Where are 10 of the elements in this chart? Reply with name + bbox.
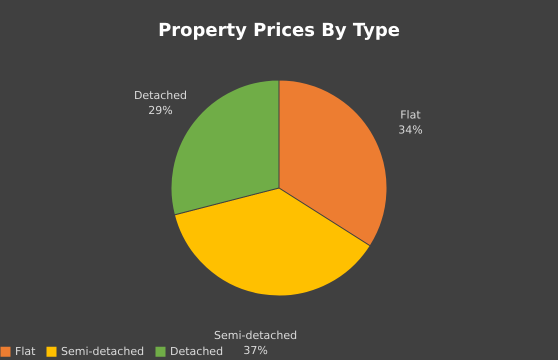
data-label: 37% xyxy=(243,344,268,358)
slice-label: Flat xyxy=(400,108,422,122)
slice-label: Detached xyxy=(134,89,188,102)
data-label: 29% xyxy=(148,104,173,118)
data-label: 34% xyxy=(398,124,423,137)
legend-label: Detached xyxy=(170,344,224,358)
slice-label: Semi-detached xyxy=(214,329,298,342)
legend-label: Semi-detached xyxy=(61,344,144,358)
legend-label: Flat xyxy=(15,344,36,358)
chart-title: Property Prices By Type xyxy=(158,20,400,41)
